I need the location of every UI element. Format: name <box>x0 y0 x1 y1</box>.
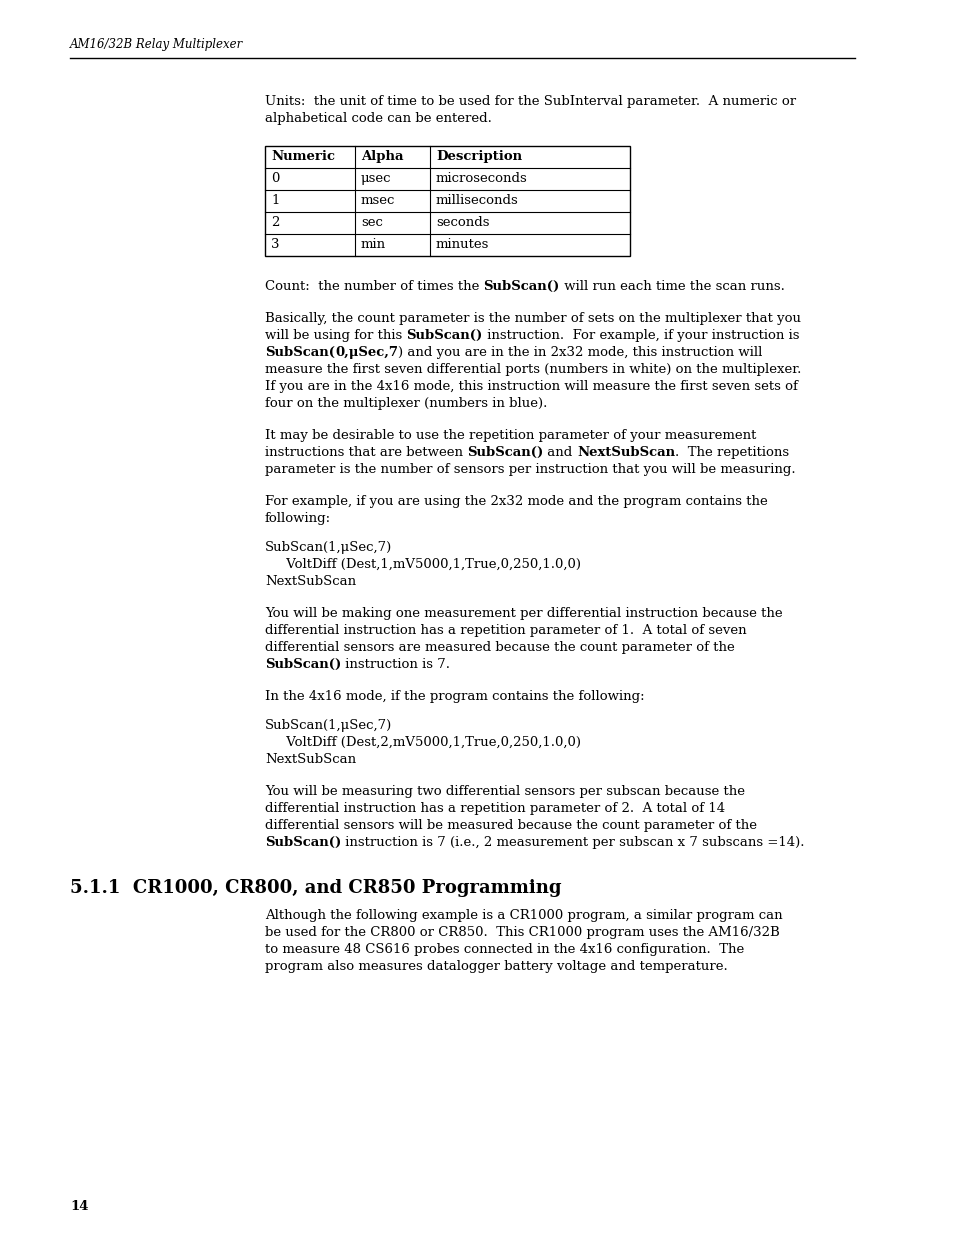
Text: SubScan(): SubScan() <box>406 329 482 342</box>
Text: following:: following: <box>265 513 331 525</box>
Text: instructions that are between: instructions that are between <box>265 446 467 459</box>
Text: differential sensors are measured because the count parameter of the: differential sensors are measured becaus… <box>265 641 734 655</box>
Text: SubScan(: SubScan( <box>265 346 335 359</box>
Text: will be using for this: will be using for this <box>265 329 406 342</box>
Text: VoltDiff (Dest,1,mV5000,1,True,0,250,1.0,0): VoltDiff (Dest,1,mV5000,1,True,0,250,1.0… <box>265 558 580 571</box>
Text: You will be making one measurement per differential instruction because the: You will be making one measurement per d… <box>265 606 781 620</box>
Text: μsec: μsec <box>360 172 391 185</box>
Text: min: min <box>360 238 386 251</box>
Text: SubScan(): SubScan() <box>483 280 559 293</box>
Text: differential sensors will be measured because the count parameter of the: differential sensors will be measured be… <box>265 819 757 832</box>
Text: to measure 48 CS616 probes connected in the 4x16 configuration.  The: to measure 48 CS616 probes connected in … <box>265 944 743 956</box>
Text: 14: 14 <box>70 1200 89 1213</box>
Text: instruction.  For example, if your instruction is: instruction. For example, if your instru… <box>482 329 799 342</box>
Text: Alpha: Alpha <box>360 149 403 163</box>
Text: Numeric: Numeric <box>271 149 335 163</box>
Bar <box>265 146 629 256</box>
Text: alphabetical code can be entered.: alphabetical code can be entered. <box>265 112 492 125</box>
Text: msec: msec <box>360 194 395 207</box>
Text: SubScan(): SubScan() <box>467 446 543 459</box>
Text: 0: 0 <box>271 172 279 185</box>
Text: NextSubScan: NextSubScan <box>265 753 355 766</box>
Text: milliseconds: milliseconds <box>436 194 518 207</box>
Text: If you are in the 4x16 mode, this instruction will measure the first seven sets : If you are in the 4x16 mode, this instru… <box>265 380 797 393</box>
Text: microseconds: microseconds <box>436 172 527 185</box>
Text: ) and you are in the in 2x32 mode, this instruction will: ) and you are in the in 2x32 mode, this … <box>397 346 761 359</box>
Text: 2: 2 <box>271 216 279 228</box>
Text: VoltDiff (Dest,2,mV5000,1,True,0,250,1.0,0): VoltDiff (Dest,2,mV5000,1,True,0,250,1.0… <box>265 736 580 748</box>
Text: will run each time the scan runs.: will run each time the scan runs. <box>559 280 784 293</box>
Text: SubScan(1,μSec,7): SubScan(1,μSec,7) <box>265 541 392 555</box>
Text: SubScan(): SubScan() <box>265 658 341 671</box>
Text: instruction is 7.: instruction is 7. <box>341 658 450 671</box>
Text: differential instruction has a repetition parameter of 2.  A total of 14: differential instruction has a repetitio… <box>265 802 724 815</box>
Text: Count:  the number of times the: Count: the number of times the <box>265 280 483 293</box>
Text: For example, if you are using the 2x32 mode and the program contains the: For example, if you are using the 2x32 m… <box>265 495 767 508</box>
Text: NextSubScan: NextSubScan <box>265 576 355 588</box>
Text: NextSubScan: NextSubScan <box>577 446 675 459</box>
Text: and: and <box>543 446 577 459</box>
Text: sec: sec <box>360 216 382 228</box>
Text: measure the first seven differential ports (numbers in white) on the multiplexer: measure the first seven differential por… <box>265 363 801 375</box>
Text: 5.1.1  CR1000, CR800, and CR850 Programming: 5.1.1 CR1000, CR800, and CR850 Programmi… <box>70 879 561 897</box>
Text: program also measures datalogger battery voltage and temperature.: program also measures datalogger battery… <box>265 960 727 973</box>
Text: SubScan(): SubScan() <box>265 836 341 848</box>
Text: differential instruction has a repetition parameter of 1.  A total of seven: differential instruction has a repetitio… <box>265 624 746 637</box>
Text: instruction is 7 (i.e., 2 measurement per subscan x 7 subscans =14).: instruction is 7 (i.e., 2 measurement pe… <box>341 836 804 848</box>
Text: Description: Description <box>436 149 521 163</box>
Text: You will be measuring two differential sensors per subscan because the: You will be measuring two differential s… <box>265 785 744 798</box>
Text: seconds: seconds <box>436 216 489 228</box>
Text: Although the following example is a CR1000 program, a similar program can: Although the following example is a CR10… <box>265 909 781 923</box>
Text: AM16/32B Relay Multiplexer: AM16/32B Relay Multiplexer <box>70 38 243 51</box>
Text: It may be desirable to use the repetition parameter of your measurement: It may be desirable to use the repetitio… <box>265 429 756 442</box>
Text: In the 4x16 mode, if the program contains the following:: In the 4x16 mode, if the program contain… <box>265 690 644 703</box>
Text: four on the multiplexer (numbers in blue).: four on the multiplexer (numbers in blue… <box>265 396 547 410</box>
Text: parameter is the number of sensors per instruction that you will be measuring.: parameter is the number of sensors per i… <box>265 463 795 475</box>
Text: .  The repetitions: . The repetitions <box>675 446 788 459</box>
Text: be used for the CR800 or CR850.  This CR1000 program uses the AM16/32B: be used for the CR800 or CR850. This CR1… <box>265 926 779 939</box>
Text: minutes: minutes <box>436 238 489 251</box>
Text: Basically, the count parameter is the number of sets on the multiplexer that you: Basically, the count parameter is the nu… <box>265 312 801 325</box>
Text: Units:  the unit of time to be used for the SubInterval parameter.  A numeric or: Units: the unit of time to be used for t… <box>265 95 796 107</box>
Text: 3: 3 <box>271 238 279 251</box>
Text: 1: 1 <box>271 194 279 207</box>
Text: SubScan(1,μSec,7): SubScan(1,μSec,7) <box>265 719 392 732</box>
Text: 0,μSec,7: 0,μSec,7 <box>335 346 397 359</box>
